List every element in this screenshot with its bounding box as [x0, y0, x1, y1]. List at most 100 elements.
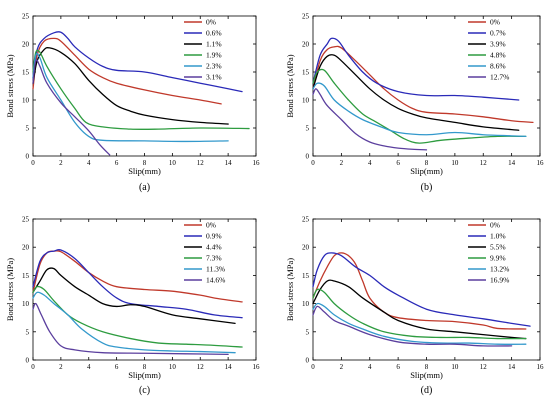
- legend-entry: 9.9%: [490, 254, 506, 263]
- legend-entry: 0.9%: [206, 232, 222, 241]
- series-line: [312, 54, 520, 131]
- series-line: [32, 37, 222, 105]
- y-tick-label: 25: [302, 13, 310, 21]
- x-tick-label: 0: [311, 159, 315, 167]
- y-axis-label: Bond stress (MPa): [5, 54, 15, 117]
- series-line: [32, 47, 229, 125]
- series-line: [312, 252, 531, 327]
- legend-entry: 3.9%: [490, 40, 506, 49]
- series-line: [312, 288, 527, 340]
- x-tick-label: 6: [115, 363, 119, 371]
- legend-entry: 2.3%: [206, 62, 222, 71]
- x-tick-label: 0: [31, 363, 35, 371]
- x-tick-label: 16: [537, 363, 545, 371]
- series-line: [32, 302, 229, 356]
- y-tick-label: 20: [22, 244, 30, 252]
- x-tick-label: 12: [480, 363, 488, 371]
- y-tick-label: 5: [306, 328, 310, 336]
- x-tick-label: 2: [59, 363, 63, 371]
- y-tick-label: 5: [26, 328, 30, 336]
- x-tick-label: 4: [87, 159, 91, 167]
- y-tick-label: 10: [302, 97, 310, 105]
- legend-entry: 1.0%: [490, 232, 506, 241]
- x-tick-label: 6: [396, 363, 400, 371]
- x-tick-label: 10: [169, 363, 177, 371]
- legend-entry: 11.3%: [206, 265, 225, 274]
- x-tick-label: 0: [31, 159, 35, 167]
- x-tick-label: 2: [59, 159, 63, 167]
- panel-label: (a): [139, 182, 150, 193]
- series-line: [312, 82, 527, 138]
- x-tick-label: 10: [451, 363, 459, 371]
- x-tick-label: 12: [197, 159, 205, 167]
- legend-entry: 7.3%: [206, 254, 222, 263]
- x-tick-label: 4: [87, 363, 91, 371]
- legend-entry: 0%: [490, 18, 500, 27]
- y-tick-label: 0: [26, 357, 30, 365]
- series-line: [312, 37, 520, 101]
- x-tick-label: 6: [396, 159, 400, 167]
- y-tick-label: 10: [302, 300, 310, 308]
- series-line: [32, 285, 243, 348]
- x-tick-label: 4: [368, 159, 372, 167]
- y-tick-label: 0: [306, 357, 310, 365]
- x-tick-label: 6: [115, 159, 119, 167]
- x-axis-label: Slip(mm): [128, 370, 161, 380]
- series-line: [312, 305, 513, 347]
- y-tick-label: 0: [26, 153, 30, 161]
- y-tick-label: 20: [302, 244, 310, 252]
- x-tick-label: 8: [425, 159, 429, 167]
- legend-entry: 14.6%: [206, 276, 225, 285]
- y-tick-label: 10: [22, 300, 30, 308]
- legend-entry: 3.1%: [206, 73, 222, 82]
- x-tick-label: 0: [311, 363, 315, 371]
- x-axis-label: Slip(mm): [128, 166, 161, 176]
- series-line: [32, 53, 229, 143]
- panel-label: (c): [139, 385, 150, 396]
- x-tick-label: 16: [537, 159, 545, 167]
- legend-entry: 0.6%: [206, 29, 222, 38]
- series-line: [32, 31, 243, 93]
- series-line: [312, 302, 527, 345]
- series-line: [312, 252, 527, 330]
- legend-entry: 16.9%: [490, 276, 509, 285]
- x-tick-label: 12: [480, 159, 488, 167]
- series-line: [32, 248, 243, 319]
- x-axis-label: Slip(mm): [410, 370, 443, 380]
- x-tick-label: 8: [425, 363, 429, 371]
- x-tick-label: 8: [143, 363, 147, 371]
- chart-panel: 0 5 10 15 20 25 0 2 4 6 8 10 12 14 16 Slip(mm) Bond stre…: [285, 216, 544, 397]
- legend-entry: 0.7%: [490, 29, 506, 38]
- y-axis-label: Bond stress (MPa): [285, 258, 295, 321]
- x-tick-label: 14: [225, 363, 233, 371]
- chart-panel: 0 5 10 15 20 25 0 2 4 6 8 10 12 14 16 Slip(mm) Bond stre…: [5, 13, 260, 194]
- legend-entry: 0%: [490, 221, 500, 230]
- x-tick-label: 14: [508, 363, 516, 371]
- x-tick-label: 16: [253, 363, 261, 371]
- x-tick-label: 2: [340, 363, 344, 371]
- series-line: [312, 88, 428, 151]
- series-line: [312, 45, 534, 124]
- x-tick-label: 8: [143, 159, 147, 167]
- x-tick-label: 2: [340, 159, 344, 167]
- y-tick-label: 10: [22, 97, 30, 105]
- legend-entry: 4.8%: [490, 51, 506, 60]
- legend-entry: 0%: [206, 18, 216, 27]
- y-tick-label: 15: [302, 272, 310, 280]
- legend-entry: 0%: [206, 221, 216, 230]
- series-line: [32, 267, 236, 324]
- series-line: [32, 49, 250, 130]
- x-tick-label: 10: [169, 159, 177, 167]
- y-tick-label: 25: [22, 216, 30, 224]
- y-axis-label: Bond stress (MPa): [5, 258, 15, 321]
- y-tick-label: 15: [22, 272, 30, 280]
- x-tick-label: 16: [253, 159, 261, 167]
- y-tick-label: 25: [22, 13, 30, 21]
- y-axis-label: Bond stress (MPa): [285, 54, 295, 117]
- x-axis-label: Slip(mm): [410, 166, 443, 176]
- series-line: [312, 68, 527, 144]
- y-tick-label: 20: [302, 41, 310, 49]
- x-tick-label: 4: [368, 363, 372, 371]
- chart-panel: 0 5 10 15 20 25 0 2 4 6 8 10 12 14 16 Slip(mm) Bond stre…: [285, 13, 544, 194]
